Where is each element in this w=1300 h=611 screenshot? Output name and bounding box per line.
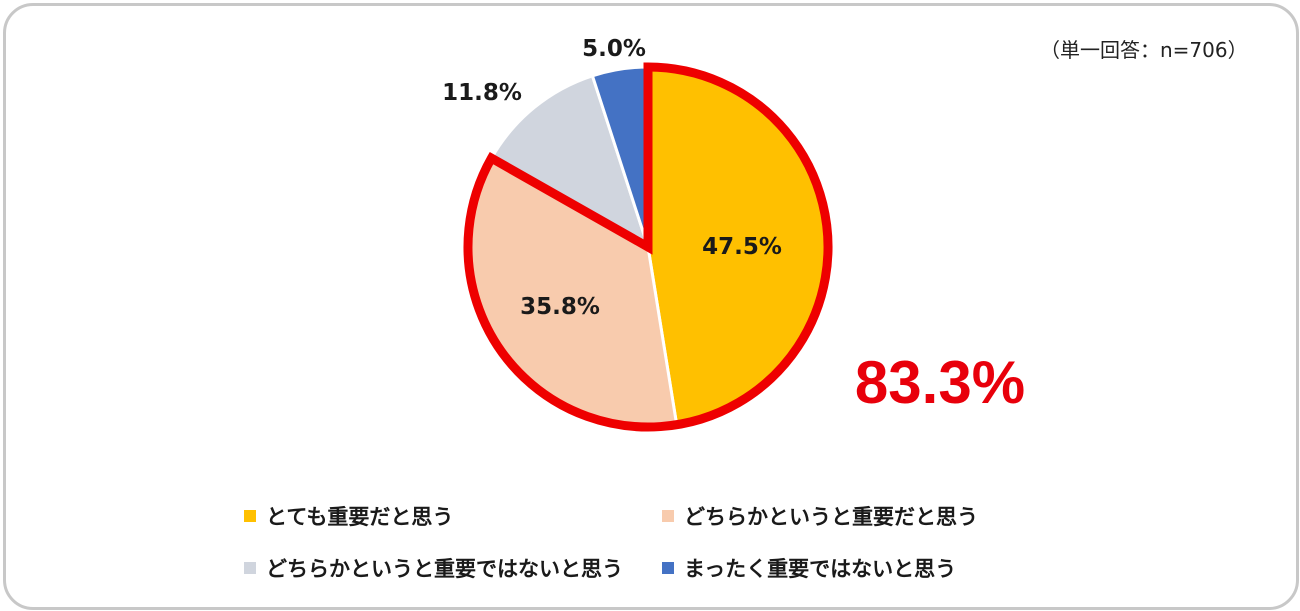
legend-swatch-2 [662,510,674,522]
highlight-total-label: 83.3% [855,349,1025,416]
legend-swatch-3 [244,562,256,574]
slice-labels: 47.5% 35.8% 11.8% 5.0% [442,36,782,320]
legend-swatch-1 [244,510,256,522]
legend-item-1: とても重要だと思う [244,501,453,531]
sample-note: （単一回答：n=706） [1040,38,1248,62]
slice-label-4: 5.0% [582,36,646,62]
slice-label-2: 35.8% [520,294,600,320]
slice-label-3: 11.8% [442,80,522,106]
legend-swatch-4 [662,562,674,574]
legend-item-3: どちらかというと重要ではないと思う [244,553,623,583]
legend-label-4: まったく重要ではないと思う [684,557,957,581]
pie-slices [466,65,830,429]
legend-label-2: どちらかというと重要だと思う [684,505,978,529]
legend-label-1: とても重要だと思う [266,505,454,529]
slice-label-1: 47.5% [702,234,782,260]
highlight-outline [463,62,833,432]
legend-item-2: どちらかというと重要だと思う [662,501,978,531]
legend-label-3: どちらかというと重要ではないと思う [266,557,623,581]
pie-slice-3 [489,73,651,251]
legend-item-4: まったく重要ではないと思う [662,553,956,583]
